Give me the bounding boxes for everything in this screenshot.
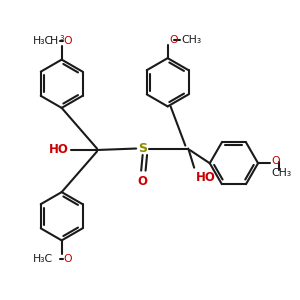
Text: CH₃: CH₃ <box>271 168 291 178</box>
Text: 3: 3 <box>59 35 64 41</box>
Text: H: H <box>50 36 58 46</box>
Text: H₃C: H₃C <box>33 254 53 264</box>
Text: CH₃: CH₃ <box>181 35 201 45</box>
Text: O: O <box>169 35 178 45</box>
Text: O: O <box>63 254 72 264</box>
Text: S: S <box>138 142 147 155</box>
Text: HO: HO <box>49 143 69 157</box>
Text: O: O <box>271 156 280 166</box>
Text: O: O <box>63 36 72 46</box>
Text: O: O <box>138 175 148 188</box>
Text: H₃C: H₃C <box>33 36 53 46</box>
Text: HO: HO <box>196 171 215 184</box>
